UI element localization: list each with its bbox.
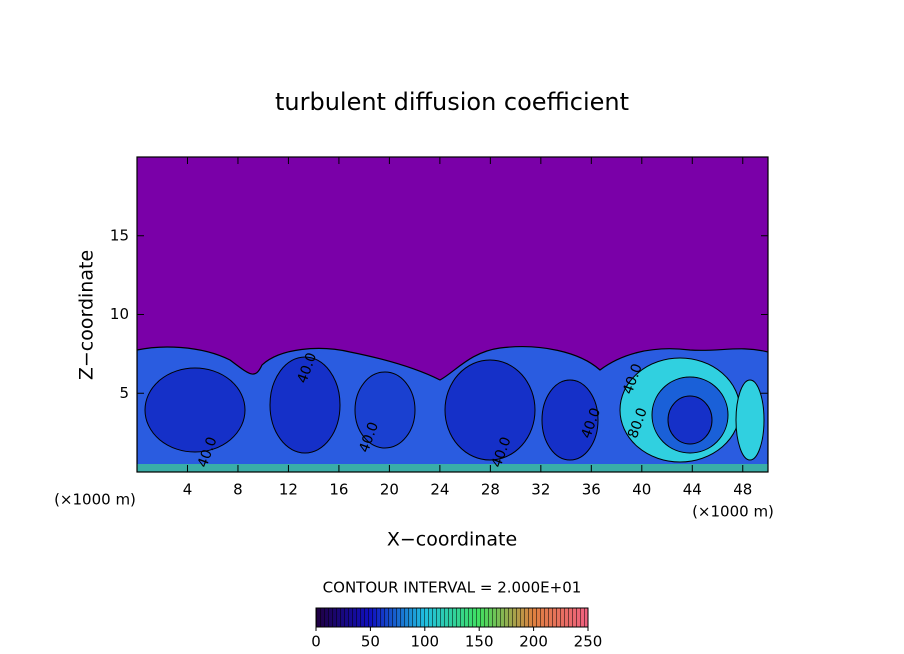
eddy <box>541 379 599 461</box>
colorbar-tick-label: 0 <box>311 633 321 651</box>
x-tick-label: 32 <box>531 481 550 499</box>
colorbar-tick-label: 200 <box>519 633 548 651</box>
x-tick-label: 48 <box>733 481 752 499</box>
eddy <box>144 367 246 453</box>
eddy <box>354 371 416 449</box>
y-axis-title: Z−coordinate <box>76 250 98 380</box>
surface-layer <box>137 464 768 472</box>
x-tick-label: 40 <box>632 481 651 499</box>
colorbar-tick-label: 150 <box>465 633 494 651</box>
y-tick-label: 10 <box>110 305 129 323</box>
y-tick-label: 15 <box>110 226 129 244</box>
chart-title: turbulent diffusion coefficient <box>275 88 629 116</box>
x-tick-label: 24 <box>430 481 449 499</box>
x-tick-label: 4 <box>183 481 193 499</box>
contour-interval: CONTOUR INTERVAL = 2.000E+01 <box>323 579 582 597</box>
x-axis-title: X−coordinate <box>387 529 517 551</box>
colorbar-tick-label: 50 <box>361 633 380 651</box>
x-unit-label: (×1000 m) <box>54 491 136 509</box>
x-tick-label: 44 <box>683 481 702 499</box>
eddy <box>735 379 765 461</box>
x-tick-label: 28 <box>481 481 500 499</box>
colorbar-tick-label: 100 <box>410 633 439 651</box>
y-tick-label: 5 <box>119 384 129 402</box>
contour-field <box>137 157 768 472</box>
colorbar-frame <box>315 607 589 628</box>
x-tick-label: 20 <box>380 481 399 499</box>
eddy <box>444 359 536 461</box>
x-unit-label: (×1000 m) <box>692 503 774 521</box>
x-tick-label: 16 <box>329 481 348 499</box>
colorbar-tick-label: 250 <box>574 633 603 651</box>
x-tick-label: 12 <box>279 481 298 499</box>
eddy <box>269 356 341 454</box>
x-tick-label: 8 <box>233 481 243 499</box>
eddy <box>667 395 713 445</box>
x-tick-label: 36 <box>582 481 601 499</box>
